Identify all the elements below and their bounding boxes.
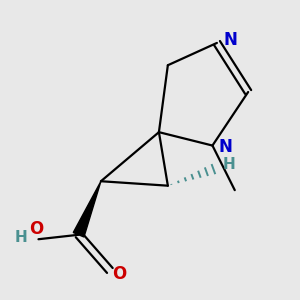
Text: H: H [14,230,27,245]
Text: O: O [30,220,44,238]
Text: N: N [218,138,232,156]
Text: H: H [223,157,236,172]
Text: O: O [112,265,126,283]
Text: N: N [224,31,237,49]
Polygon shape [73,181,101,237]
